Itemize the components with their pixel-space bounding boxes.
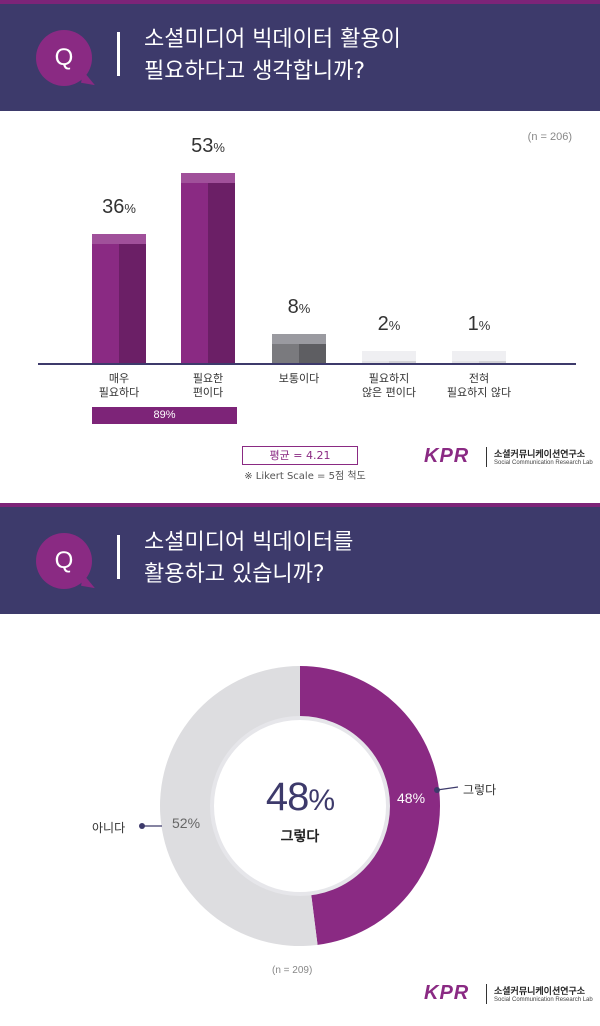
logo-divider [486,984,487,1004]
bar-side-face [208,173,235,363]
bar-category-label: 필요한 편이다 [192,372,224,399]
bar-value-label: 1% [467,313,491,335]
donut-center-value: 48% [265,775,335,819]
average-box: 평균 = 4.21 [242,446,358,465]
no-legend-label: 아니다 [92,821,126,835]
logo-divider [486,447,487,467]
bar-category-label: 필요하지 않은 편이다 [361,372,417,399]
bar-front-face [92,233,119,363]
bar-2 [181,173,235,363]
header-accent-line [0,0,600,4]
q1-header: Q 소셜미디어 빅데이터 활용이 필요하다고 생각합니까? [0,0,600,111]
donut-hole [210,716,390,896]
bar-1 [92,233,146,363]
yes-slice-percent: 48% [397,790,426,806]
kpr-logo: KPR [424,982,470,1004]
q-badge-icon: Q [36,30,97,86]
yes-legend-label: 그렇다 [463,783,497,797]
q-badge-letter: Q [54,547,74,574]
kpr-logo: KPR [424,445,470,467]
bar-value-label: 8% [287,296,311,319]
donut-slice-yes [300,666,440,945]
q2-title: 소셜미디어 빅데이터를 활용하고 있습니까? [144,530,354,587]
bar-category-label: 매우 필요하다 [98,372,140,399]
bar-top-face [272,334,326,345]
bar-value-label: 53% [191,135,225,157]
bar-category-label: 전혀 필요하지 않다 [446,372,512,399]
q2-sample-size: (n = 209) [272,965,313,976]
q2-header: Q 소셜미디어 빅데이터를 활용하고 있습니까? [0,503,600,614]
bar-5 [452,351,506,363]
logo-subtitle: Social Communication Research Lab [494,997,593,1003]
bar-top-face [362,351,416,361]
yes-connector-line [436,786,459,791]
logo-name: 소셜커뮤니케이션연구소 [494,450,586,460]
bar-top-face [181,173,235,183]
donut-center-label: 그렇다 [280,829,320,845]
bar-value-label: 36% [102,195,136,218]
q1-title: 소셜미디어 빅데이터 활용이 필요하다고 생각합니까? [144,27,401,84]
bar-front-face [181,173,208,363]
bar-category-label: 보통이다 [278,372,320,385]
bar-4 [362,351,416,363]
header-divider [117,32,120,76]
logo-subtitle: Social Communication Research Lab [494,460,593,466]
q1-sample-size: (n = 206) [527,131,572,143]
bar-side-face [119,233,146,363]
logo-name: 소셜커뮤니케이션연구소 [494,987,586,997]
donut-slice-no [159,666,318,947]
bar-top-face [92,233,146,244]
no-slice-percent: 52% [172,815,201,831]
bar-top-face [452,351,506,361]
q-badge-icon: Q [36,533,97,589]
bar-3 [272,334,326,363]
header-accent-line [0,503,600,507]
yes-connector-dot [434,787,440,793]
no-connector-dot [139,823,145,829]
header-divider [117,535,120,579]
top2-summary-bar: 89% [92,407,237,424]
bar-value-label: 2% [377,313,401,335]
x-axis-line [38,363,576,365]
q-badge-letter: Q [54,44,74,71]
likert-note: ※ Likert Scale = 5점 척도 [244,471,366,482]
